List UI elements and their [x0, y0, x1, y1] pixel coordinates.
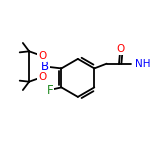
Text: F: F [47, 84, 53, 97]
Text: NH: NH [135, 59, 151, 69]
Text: O: O [38, 72, 47, 82]
Text: B: B [41, 60, 49, 73]
Text: O: O [38, 51, 47, 61]
Text: O: O [117, 44, 125, 54]
